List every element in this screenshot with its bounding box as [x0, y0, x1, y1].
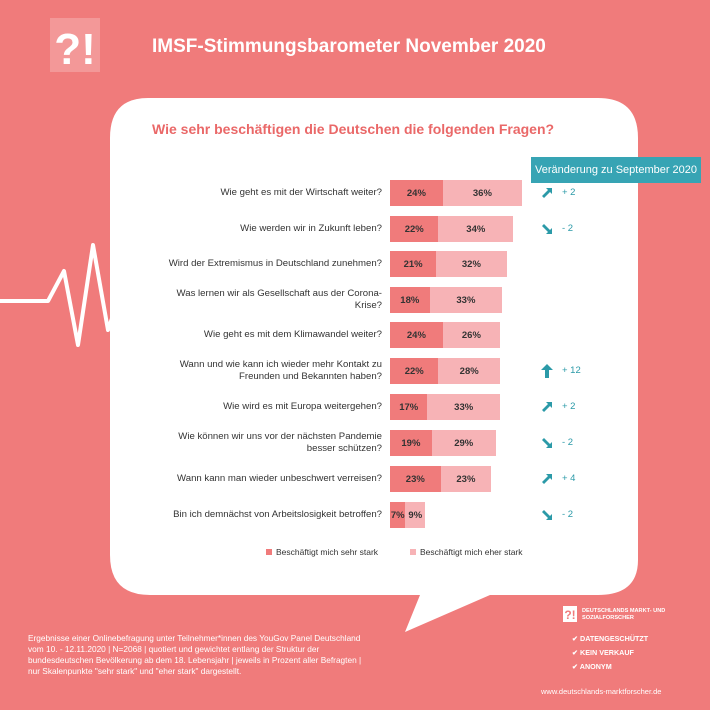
- data-label-rather: 36%: [472, 188, 492, 199]
- change-value: - 2: [562, 223, 574, 234]
- footnote: Ergebnisse einer Onlinebefragung unter T…: [28, 633, 362, 676]
- trend-up-icon: [542, 402, 552, 412]
- question-label: Wie geht es mit dem Klimawandel weiter?: [203, 329, 382, 340]
- legend-swatch-very: [266, 549, 272, 555]
- bar-rather-strong: [442, 180, 522, 206]
- data-label-very: 24%: [406, 188, 426, 199]
- logo-icon: ?!: [54, 25, 96, 74]
- bar-very-strong: [390, 287, 430, 313]
- data-label-rather: 28%: [459, 366, 479, 377]
- question-label: Wird der Extremismus in Deutschland zune…: [168, 258, 382, 269]
- data-label-very: 18%: [400, 295, 420, 306]
- bar-very-strong: [390, 502, 406, 528]
- trend-up-strong-icon: [541, 364, 553, 378]
- legend-label-rather: Beschäftigt mich eher stark: [420, 547, 523, 557]
- data-label-rather: 23%: [456, 474, 476, 485]
- badge-anonymous: ✔ ANONYM: [572, 662, 612, 671]
- data-label-very: 24%: [406, 330, 426, 341]
- bar-rather-strong: [438, 358, 500, 384]
- data-label-very: 7%: [390, 510, 405, 521]
- question-label: Wann kann man wieder unbeschwert verreis…: [177, 473, 382, 484]
- bar-rather-strong: [440, 466, 492, 492]
- change-value: + 2: [562, 187, 576, 198]
- data-label-rather: 33%: [456, 295, 476, 306]
- change-value: + 12: [562, 365, 581, 376]
- brand-logo-icon: ?!: [563, 606, 577, 622]
- question-label: Wann und wie kann ich wieder mehr Kontak…: [179, 359, 382, 382]
- brand-name: DEUTSCHLANDS MARKT- UND SOZIALFORSCHER: [582, 608, 666, 621]
- change-header: Veränderung zu September 2020: [531, 157, 701, 183]
- change-value: - 2: [562, 437, 574, 448]
- svg-text:?!: ?!: [564, 608, 575, 622]
- data-label-very: 19%: [401, 438, 421, 449]
- bar-very-strong: [390, 322, 443, 348]
- data-label-rather: 32%: [461, 259, 481, 270]
- bar-rather-strong: [429, 287, 503, 313]
- heartbeat-line: [0, 243, 138, 347]
- bar-rather-strong: [427, 394, 500, 420]
- question-label: Wie werden wir in Zukunft leben?: [240, 223, 382, 234]
- trend-up-icon: [542, 188, 552, 198]
- bar-rather-strong: [438, 216, 514, 242]
- check-icon: ✔: [572, 662, 580, 671]
- data-label-very: 17%: [399, 402, 419, 413]
- badge-data-protected: ✔ DATENGESCHÜTZT: [572, 634, 649, 643]
- logo-box: [50, 18, 100, 72]
- data-label-very: 23%: [405, 474, 425, 485]
- data-label-rather: 26%: [461, 330, 481, 341]
- website-link[interactable]: www.deutschlands-marktforscher.de: [541, 687, 662, 696]
- change-value: + 2: [562, 401, 576, 412]
- data-label-rather: 34%: [466, 224, 486, 235]
- bar-rather-strong: [405, 502, 426, 528]
- bar-rather-strong: [442, 322, 500, 348]
- trend-down-icon: [542, 438, 552, 448]
- badge-no-sale: ✔ KEIN VERKAUF: [572, 648, 634, 657]
- bar-very-strong: [390, 430, 432, 456]
- bar-very-strong: [390, 180, 443, 206]
- bar-rather-strong: [436, 251, 507, 277]
- question-label: Bin ich demnächst von Arbeitslosigkeit b…: [173, 509, 382, 520]
- data-label-rather: 9%: [408, 510, 423, 521]
- bar-very-strong: [390, 466, 441, 492]
- bar-very-strong: [390, 216, 439, 242]
- legend-swatch-rather: [410, 549, 416, 555]
- data-label-very: 22%: [404, 366, 424, 377]
- bar-very-strong: [390, 394, 428, 420]
- bar-very-strong: [390, 251, 437, 277]
- trend-down-icon: [542, 510, 552, 520]
- question-label: Wie geht es mit der Wirtschaft weiter?: [220, 187, 382, 198]
- bar-very-strong: [390, 358, 439, 384]
- question-label: Wie wird es mit Europa weitergehen?: [223, 401, 382, 412]
- legend-label-very: Beschäftigt mich sehr stark: [276, 547, 379, 557]
- check-icon: ✔: [572, 648, 581, 657]
- data-label-rather: 29%: [454, 438, 474, 449]
- question-label: Was lernen wir als Gesellschaft aus der …: [176, 288, 382, 311]
- check-icon: ✔: [572, 634, 581, 643]
- change-value: - 2: [562, 509, 574, 520]
- page-title: IMSF-Stimmungsbarometer November 2020: [152, 36, 546, 57]
- data-label-very: 22%: [404, 224, 424, 235]
- trend-up-icon: [542, 474, 552, 484]
- bar-rather-strong: [431, 430, 496, 456]
- data-label-very: 21%: [403, 259, 423, 270]
- chart-title: Wie sehr beschäftigen die Deutschen die …: [152, 121, 555, 137]
- data-label-rather: 33%: [454, 402, 474, 413]
- question-label: Wie können wir uns vor der nächsten Pand…: [178, 431, 382, 454]
- trend-down-icon: [542, 224, 552, 234]
- change-value: + 4: [562, 473, 576, 484]
